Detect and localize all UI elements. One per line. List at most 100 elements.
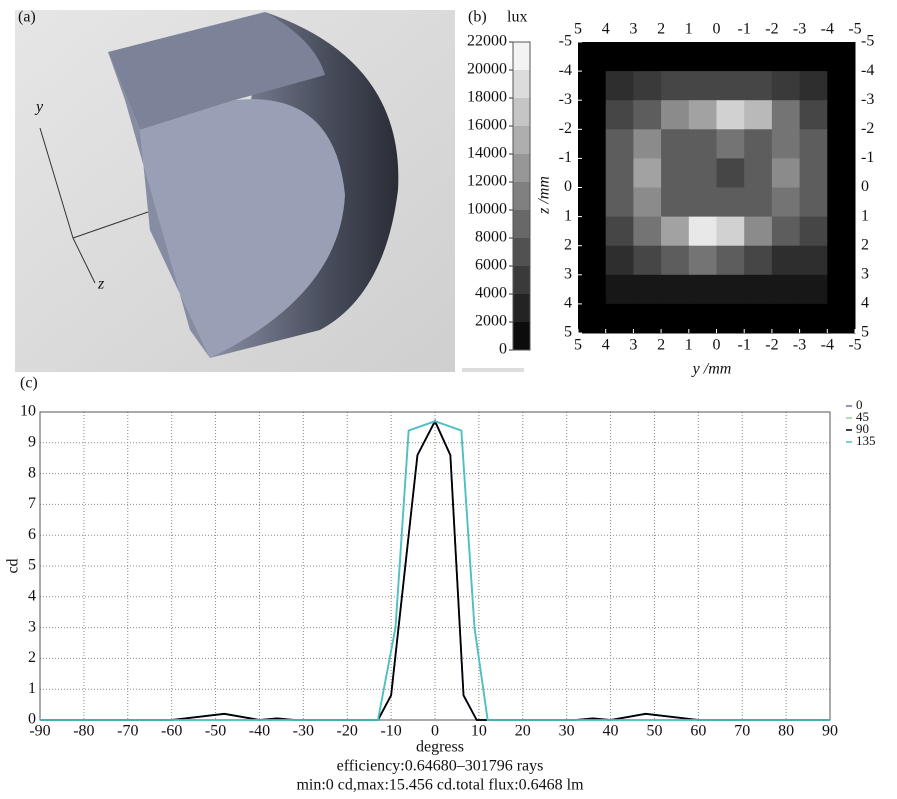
colorbar-tick-label: 0	[499, 341, 507, 358]
heat-cell	[578, 158, 606, 188]
heat-cell	[800, 304, 828, 334]
x-tick-label: 10	[471, 723, 487, 740]
annotation: min:0 cd,max:15.456 cd.total flux:0.6468…	[296, 777, 584, 794]
y-tick-label: 5	[861, 324, 869, 341]
heat-cell	[827, 129, 855, 159]
y-tick-label: -5	[861, 33, 874, 50]
colorbar-title: lux	[507, 9, 527, 26]
x-tick-label: -5	[848, 337, 861, 354]
y-tick-label: -3	[861, 91, 874, 108]
heat-cell	[744, 71, 772, 101]
x-tick-label: 2	[657, 337, 665, 354]
heat-cell	[827, 158, 855, 188]
colorbar-tick-label: 2000	[475, 313, 507, 330]
colorbar-tick-label: 16000	[467, 117, 507, 134]
colorbar-tick-label: 8000	[475, 229, 507, 246]
y-tick-label: 2	[861, 236, 869, 253]
y-tick-label: 0	[28, 711, 36, 728]
heat-cell	[800, 217, 828, 247]
heat-cell	[661, 217, 689, 247]
x-tick-label: 20	[515, 723, 531, 740]
colorbar-tick-label: 20000	[467, 61, 507, 78]
heat-cell	[661, 275, 689, 305]
heat-cell	[800, 246, 828, 276]
colorbar-tick-label: 22000	[467, 33, 507, 50]
heat-cell	[827, 275, 855, 305]
heat-cell	[606, 158, 634, 188]
heat-cell	[661, 129, 689, 159]
panel-label: (b)	[468, 9, 487, 26]
heat-cell	[772, 275, 800, 305]
heat-cell	[633, 129, 661, 159]
x-tick-label: 80	[778, 723, 794, 740]
heat-cell	[827, 246, 855, 276]
colorbar-band	[513, 98, 530, 126]
colorbar-tick-label: 6000	[475, 257, 507, 274]
x-tick-label: 2	[657, 21, 665, 38]
heat-cell	[578, 71, 606, 101]
heat-cell	[800, 100, 828, 130]
heat-cell	[744, 275, 772, 305]
heat-cell	[661, 42, 689, 72]
figure: (a) y z (b) lux y /mm z /mm (c) degress …	[0, 0, 897, 799]
scrollbar	[462, 368, 524, 372]
y-tick-label: -1	[861, 149, 874, 166]
colorbar-band	[513, 182, 530, 210]
heat-cell	[578, 246, 606, 276]
x-tick-label: 5	[574, 21, 582, 38]
x-tick-label: -3	[793, 337, 806, 354]
heat-cell	[689, 158, 717, 188]
legend-label: 135	[856, 433, 876, 448]
heat-cell	[633, 100, 661, 130]
axis-label: z	[97, 276, 105, 293]
x-tick-label: -60	[161, 723, 182, 740]
colorbar-band	[513, 70, 530, 98]
y-tick-label: 1	[564, 207, 572, 224]
heat-cell	[744, 217, 772, 247]
colorbar-band	[513, 238, 530, 266]
colorbar-tick-label: 14000	[467, 145, 507, 162]
y-tick-label: 7	[28, 495, 36, 512]
x-tick-label: -1	[738, 337, 751, 354]
x-tick-label: 4	[602, 21, 610, 38]
y-tick-label: 8	[28, 464, 36, 481]
colorbar-band	[513, 210, 530, 238]
x-tick-label: 0	[713, 337, 721, 354]
heat-cell	[772, 71, 800, 101]
heat-cell	[633, 188, 661, 218]
x-tick-label: -10	[380, 723, 401, 740]
x-tick-label: 1	[685, 21, 693, 38]
heat-cell	[578, 304, 606, 334]
heat-cell	[606, 246, 634, 276]
x-tick-label: 50	[646, 723, 662, 740]
x-tick-label: 0	[431, 723, 439, 740]
y-tick-label: -2	[559, 120, 572, 137]
y-tick-label: 9	[28, 433, 36, 450]
y-axis-label: cd	[5, 558, 22, 573]
heat-cell	[689, 71, 717, 101]
x-tick-label: -40	[249, 723, 270, 740]
heat-cell	[800, 71, 828, 101]
x-tick-label: -20	[337, 723, 358, 740]
heat-cell	[633, 71, 661, 101]
heat-cell	[606, 71, 634, 101]
y-tick-label: 3	[861, 265, 869, 282]
y-tick-label: 6	[28, 526, 36, 543]
heat-cell	[578, 188, 606, 218]
heat-cell	[827, 188, 855, 218]
heat-cell	[717, 304, 745, 334]
heat-cell	[578, 217, 606, 247]
heat-cell	[717, 275, 745, 305]
y-tick-label: -2	[861, 120, 874, 137]
colorbar-band	[513, 294, 530, 322]
heat-cell	[633, 304, 661, 334]
x-tick-label: 3	[629, 337, 637, 354]
heat-cell	[661, 100, 689, 130]
heat-cell	[578, 129, 606, 159]
heat-cell	[661, 158, 689, 188]
x-tick-label: 5	[574, 337, 582, 354]
heat-cell	[633, 246, 661, 276]
y-tick-label: 0	[861, 178, 869, 195]
heat-cell	[717, 42, 745, 72]
x-tick-label: -2	[765, 337, 778, 354]
